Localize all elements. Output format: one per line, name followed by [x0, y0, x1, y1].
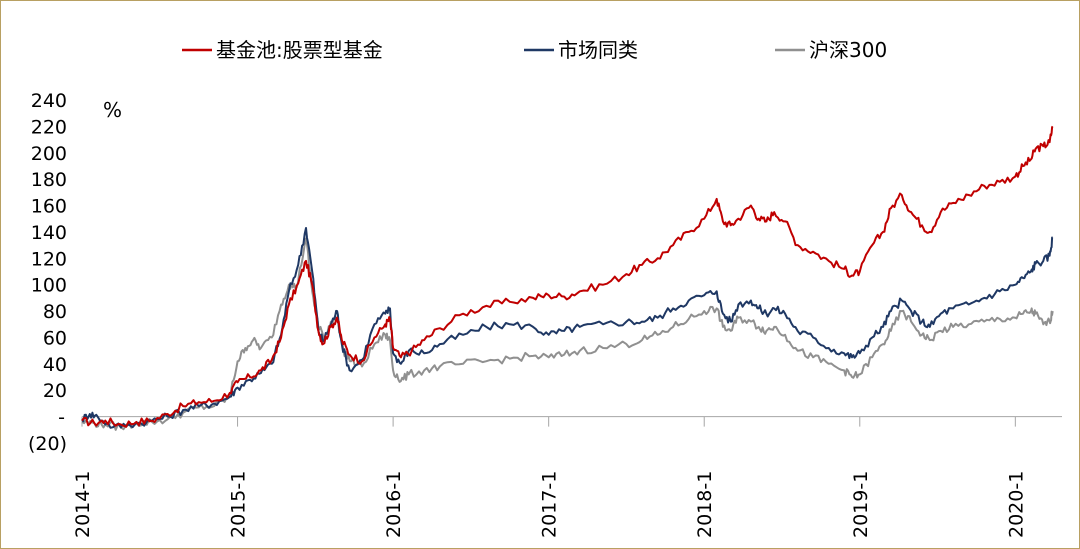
y-tick-label: 220	[31, 116, 67, 138]
chart-legend: 基金池:股票型基金 市场同类 沪深300	[182, 38, 887, 62]
series-line-2	[81, 227, 1054, 429]
y-tick-label: 20	[43, 380, 67, 402]
y-tick-label: -	[58, 407, 65, 429]
y-tick-label: 40	[43, 354, 67, 376]
y-unit-label: %	[103, 98, 122, 122]
series-line-1	[81, 125, 1054, 428]
y-tick-label: 240	[31, 90, 67, 112]
x-tick-label: 2015-1	[228, 471, 250, 538]
y-tick-label: (20)	[28, 433, 67, 455]
y-tick-label: 200	[31, 143, 67, 165]
series-lines	[81, 125, 1054, 431]
y-tick-label: 120	[31, 248, 67, 270]
y-tick-label: 180	[31, 169, 67, 191]
legend-label-1: 基金池:股票型基金	[216, 38, 383, 62]
series-line-3	[81, 237, 1054, 431]
y-tick-label: 160	[31, 196, 67, 218]
y-tick-label: 80	[43, 301, 67, 323]
x-tick-label: 2019-1	[850, 471, 872, 538]
x-tick-label: 2017-1	[539, 471, 561, 538]
x-tick-label: 2018-1	[694, 471, 716, 538]
y-tick-label: 140	[31, 222, 67, 244]
y-tick-label: 100	[31, 275, 67, 297]
y-axis-ticks: 240 220 200 180 160 140 120 100 80 60 40 20 - (20)	[28, 90, 67, 455]
y-tick-label: 60	[43, 327, 67, 349]
x-axis-ticks: 2014-1 2015-1 2016-1 2017-1 2018-1 2019-1 2020…	[72, 416, 1027, 538]
legend-label-2: 市场同类	[558, 38, 638, 62]
x-tick-label: 2016-1	[383, 471, 405, 538]
legend-label-3: 沪深300	[809, 38, 887, 62]
x-tick-label: 2020-1	[1005, 471, 1027, 538]
x-tick-label: 2014-1	[72, 471, 94, 538]
